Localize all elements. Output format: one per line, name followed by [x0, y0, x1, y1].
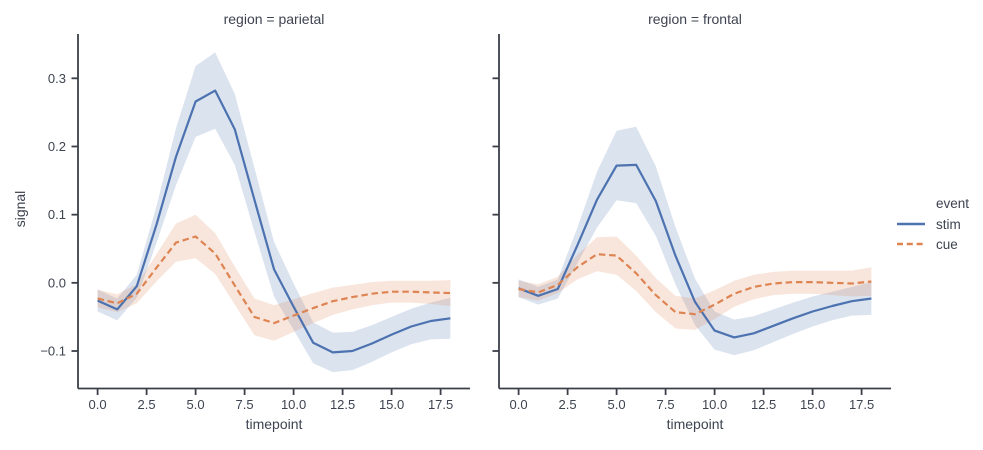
panel-title-parietal: region = parietal	[223, 11, 325, 27]
x-tick-label: 10.0	[281, 397, 306, 412]
y-tick-label: 0.2	[48, 139, 66, 154]
y-tick-label: −0.1	[40, 344, 66, 359]
x-axis-label-frontal: timepoint	[666, 416, 724, 432]
x-tick-label: 5.0	[187, 397, 205, 412]
stim-line-swatch-icon	[897, 222, 925, 226]
x-tick-label: 17.5	[428, 397, 453, 412]
y-tick-label: 0.3	[48, 71, 66, 86]
ci-band-cue	[97, 214, 451, 341]
legend-entry-cue: cue	[896, 236, 969, 252]
x-axis-label-parietal: timepoint	[245, 416, 303, 432]
plot-line-stim	[97, 89, 451, 354]
x-tick-label: 12.5	[330, 397, 355, 412]
legend-label-stim: stim	[936, 216, 961, 232]
x-tick-label: 7.5	[657, 397, 675, 412]
x-tick-label: 10.0	[702, 397, 727, 412]
x-tick-label: 17.5	[849, 397, 874, 412]
y-tick-label: 0.1	[48, 207, 66, 222]
x-tick-label: 2.5	[559, 397, 577, 412]
plot-line-cue	[518, 253, 872, 316]
x-tick-label: 12.5	[751, 397, 776, 412]
x-tick-label: 7.5	[236, 397, 254, 412]
legend-label-cue: cue	[936, 236, 958, 252]
y-axis-label: signal	[12, 190, 28, 228]
x-tick-label: 15.0	[379, 397, 404, 412]
plot-line-stim	[518, 163, 872, 339]
legend-entry-stim: stim	[896, 216, 969, 232]
x-tick-label: 15.0	[800, 397, 825, 412]
legend-title: event	[936, 196, 970, 211]
legend: event stim cue	[896, 196, 969, 252]
x-tick-label: 0.0	[89, 397, 107, 412]
ci-band-cue	[518, 236, 872, 330]
plot-line-cue	[97, 235, 451, 325]
x-tick-label: 0.0	[510, 397, 528, 412]
cue-line-swatch-icon	[897, 242, 925, 246]
x-tick-label: 2.5	[138, 397, 156, 412]
panel-title-frontal: region = frontal	[648, 11, 742, 27]
y-tick-label: 0.0	[48, 275, 66, 290]
x-tick-label: 5.0	[608, 397, 626, 412]
